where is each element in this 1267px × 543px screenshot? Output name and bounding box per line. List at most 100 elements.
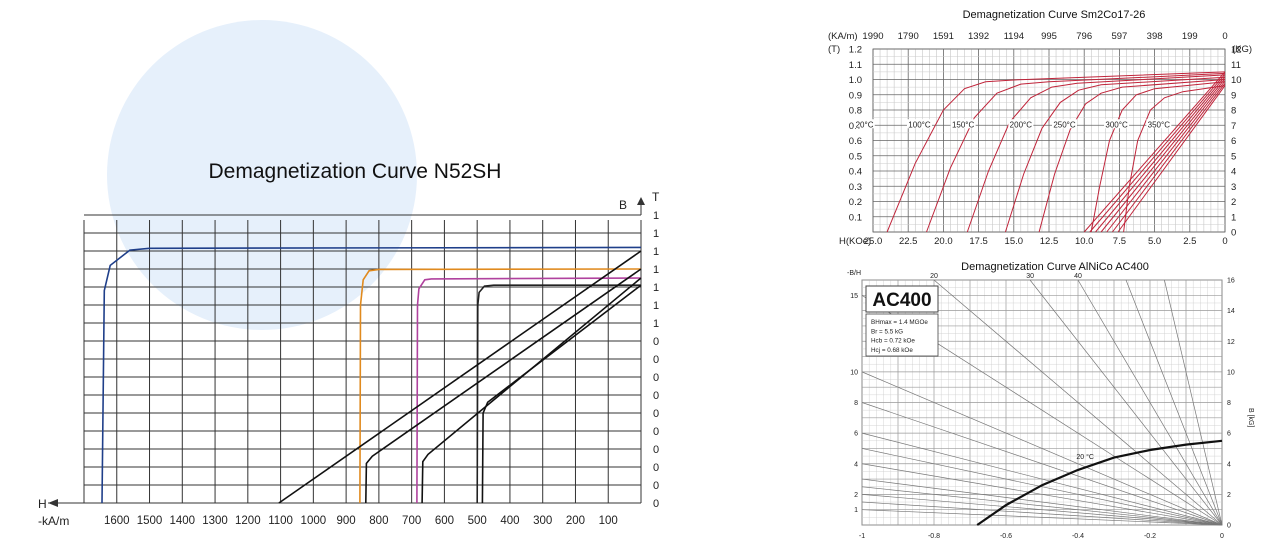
series-group: 20 °C xyxy=(976,439,1223,526)
load-line xyxy=(861,463,1223,526)
left-tick-label: 0.2 xyxy=(849,197,862,208)
y-tick-label: 0.3 xyxy=(653,444,660,456)
top-tick-label: 30 xyxy=(1026,273,1034,280)
load-line xyxy=(861,402,1223,526)
series-line xyxy=(1106,80,1226,233)
x-tick-label: 1600 xyxy=(104,515,130,527)
temp-label: 150°C xyxy=(952,120,975,129)
left-tick-label: 8 xyxy=(854,400,858,407)
series-line xyxy=(886,71,1226,233)
temp-label-bg xyxy=(906,119,932,129)
prop-label: Hcb = 0.72 kOe xyxy=(871,338,915,345)
y-tick-label: 1.2 xyxy=(653,282,660,294)
grade-label: AC400 xyxy=(872,290,931,311)
left-tick-label: 10 xyxy=(850,369,858,376)
y-tick-label: 1.0 xyxy=(653,318,660,330)
right-tick-label: 0 xyxy=(1231,228,1236,239)
series-group xyxy=(886,71,1226,233)
bottom-tick-label: 20.0 xyxy=(934,236,953,247)
left-tick-label: 0.9 xyxy=(849,90,862,101)
top-tick-label: 199 xyxy=(1182,31,1198,42)
right-tick-label: 7 xyxy=(1231,121,1236,132)
bottom-tick-label: 12.5 xyxy=(1040,236,1059,247)
y-tick-label: 1.6 xyxy=(653,210,660,222)
left-tick-label: 1 xyxy=(854,507,858,514)
left-tick-label: 2 xyxy=(854,492,858,499)
left-tick-label: 0.8 xyxy=(849,106,862,117)
x-tick-label: -0.2 xyxy=(1144,533,1156,540)
bottom-tick-label: 25.0 xyxy=(864,236,883,247)
load-line xyxy=(861,448,1223,526)
y-tick-label: 0.1 xyxy=(653,480,660,492)
x-tick-label: 1500 xyxy=(137,515,163,527)
y-tick-label: 1.1 xyxy=(653,300,660,312)
left-tick-label: 1.0 xyxy=(849,75,862,86)
series-line xyxy=(481,284,642,504)
props-box xyxy=(865,313,939,357)
series-group xyxy=(101,246,642,504)
y-tick-label: 0.7 xyxy=(653,372,660,384)
chart-alnico: Demagnetization Curve AlNiCo AC400 -B/H … xyxy=(835,258,1267,543)
right-tick-label: 1 xyxy=(1231,212,1236,223)
top-axis-unit: (KA/m) xyxy=(828,31,858,42)
load-line xyxy=(861,509,1223,526)
temp-label: 350°C xyxy=(1148,120,1171,129)
tick-labels: -1 -0.8 -0.6 -0.4 -0.2 0024681012141612468101… xyxy=(850,273,1235,540)
y-tick-label: 0.5 xyxy=(653,408,660,420)
top-tick-label: 1392 xyxy=(968,31,989,42)
x-axis-unit: -kA/m xyxy=(38,514,69,528)
series-line xyxy=(101,246,642,504)
gridlines xyxy=(872,48,1226,233)
x-tick-label: 0 xyxy=(1220,533,1224,540)
right-tick-label: 11 xyxy=(1231,60,1241,71)
chart-sm2co17-svg: Demagnetization Curve Sm2Co17-26 (KA/m) … xyxy=(828,9,1252,247)
top-tick-label: 796 xyxy=(1076,31,1092,42)
right-tick-label: 0 xyxy=(1227,523,1231,530)
props-list: BHmax = 1.4 MGOe Br = 5.5 kG Hcb = 0.72 kO… xyxy=(871,319,928,354)
right-tick-label: 10 xyxy=(1231,75,1242,86)
y-tick-label: 0.9 xyxy=(653,336,660,348)
x-tick-label: -0.8 xyxy=(928,533,940,540)
load-line xyxy=(1029,279,1223,526)
x-tick-label: -0.4 xyxy=(1072,533,1084,540)
series-line xyxy=(1089,73,1226,233)
series-line xyxy=(1112,82,1226,233)
x-tick-label: 1000 xyxy=(301,515,327,527)
x-tick-label: 100 xyxy=(599,515,618,527)
series-line xyxy=(966,74,1226,233)
temp-label: 300°C xyxy=(1105,120,1128,129)
temp-label-bg xyxy=(1051,119,1077,129)
y-tick-label: 0.6 xyxy=(653,390,660,402)
y-tick-label: 0.8 xyxy=(653,354,660,366)
series-line xyxy=(1083,71,1226,233)
series-line xyxy=(1038,79,1226,233)
prop-label: BHmax = 1.4 MGOe xyxy=(871,319,928,326)
series-line xyxy=(359,268,642,504)
x-tick-label: 600 xyxy=(435,515,454,527)
left-tick-label: 6 xyxy=(854,431,858,438)
y-axis-arrowhead-icon xyxy=(637,197,645,205)
right-tick-label: 5 xyxy=(1231,151,1236,162)
right-tick-label: 6 xyxy=(1231,136,1236,147)
x-tick-label: 300 xyxy=(533,515,552,527)
temp-label-bg xyxy=(1146,119,1172,129)
grade-badge xyxy=(865,285,939,313)
top-tick-label: 1990 xyxy=(862,31,883,42)
load-line xyxy=(861,371,1223,526)
chart-alnico-svg: Demagnetization Curve AlNiCo AC400 -B/H … xyxy=(847,261,1254,540)
right-tick-label: 8 xyxy=(1231,106,1236,117)
x-tick-label: 700 xyxy=(402,515,421,527)
tick-labels: 1990 1790 1591 1392 1194 995 796 597 398 199 025.0… xyxy=(849,31,1242,247)
top-tick-label: 0 xyxy=(1222,31,1227,42)
left-tick-label: 0.3 xyxy=(849,182,862,193)
bottom-tick-label: 15.0 xyxy=(1005,236,1024,247)
right-tick-label: 8 xyxy=(1227,400,1231,407)
y-tick-label: 0.4 xyxy=(653,426,660,438)
left-axis-unit: (T) xyxy=(828,44,840,55)
load-line xyxy=(861,486,1223,526)
series-line xyxy=(476,284,641,504)
x-axis-arrowhead-icon xyxy=(48,499,58,507)
right-tick-label: 3 xyxy=(1231,182,1236,193)
left-tick-label: 15 xyxy=(850,293,858,300)
load-line xyxy=(861,478,1223,526)
